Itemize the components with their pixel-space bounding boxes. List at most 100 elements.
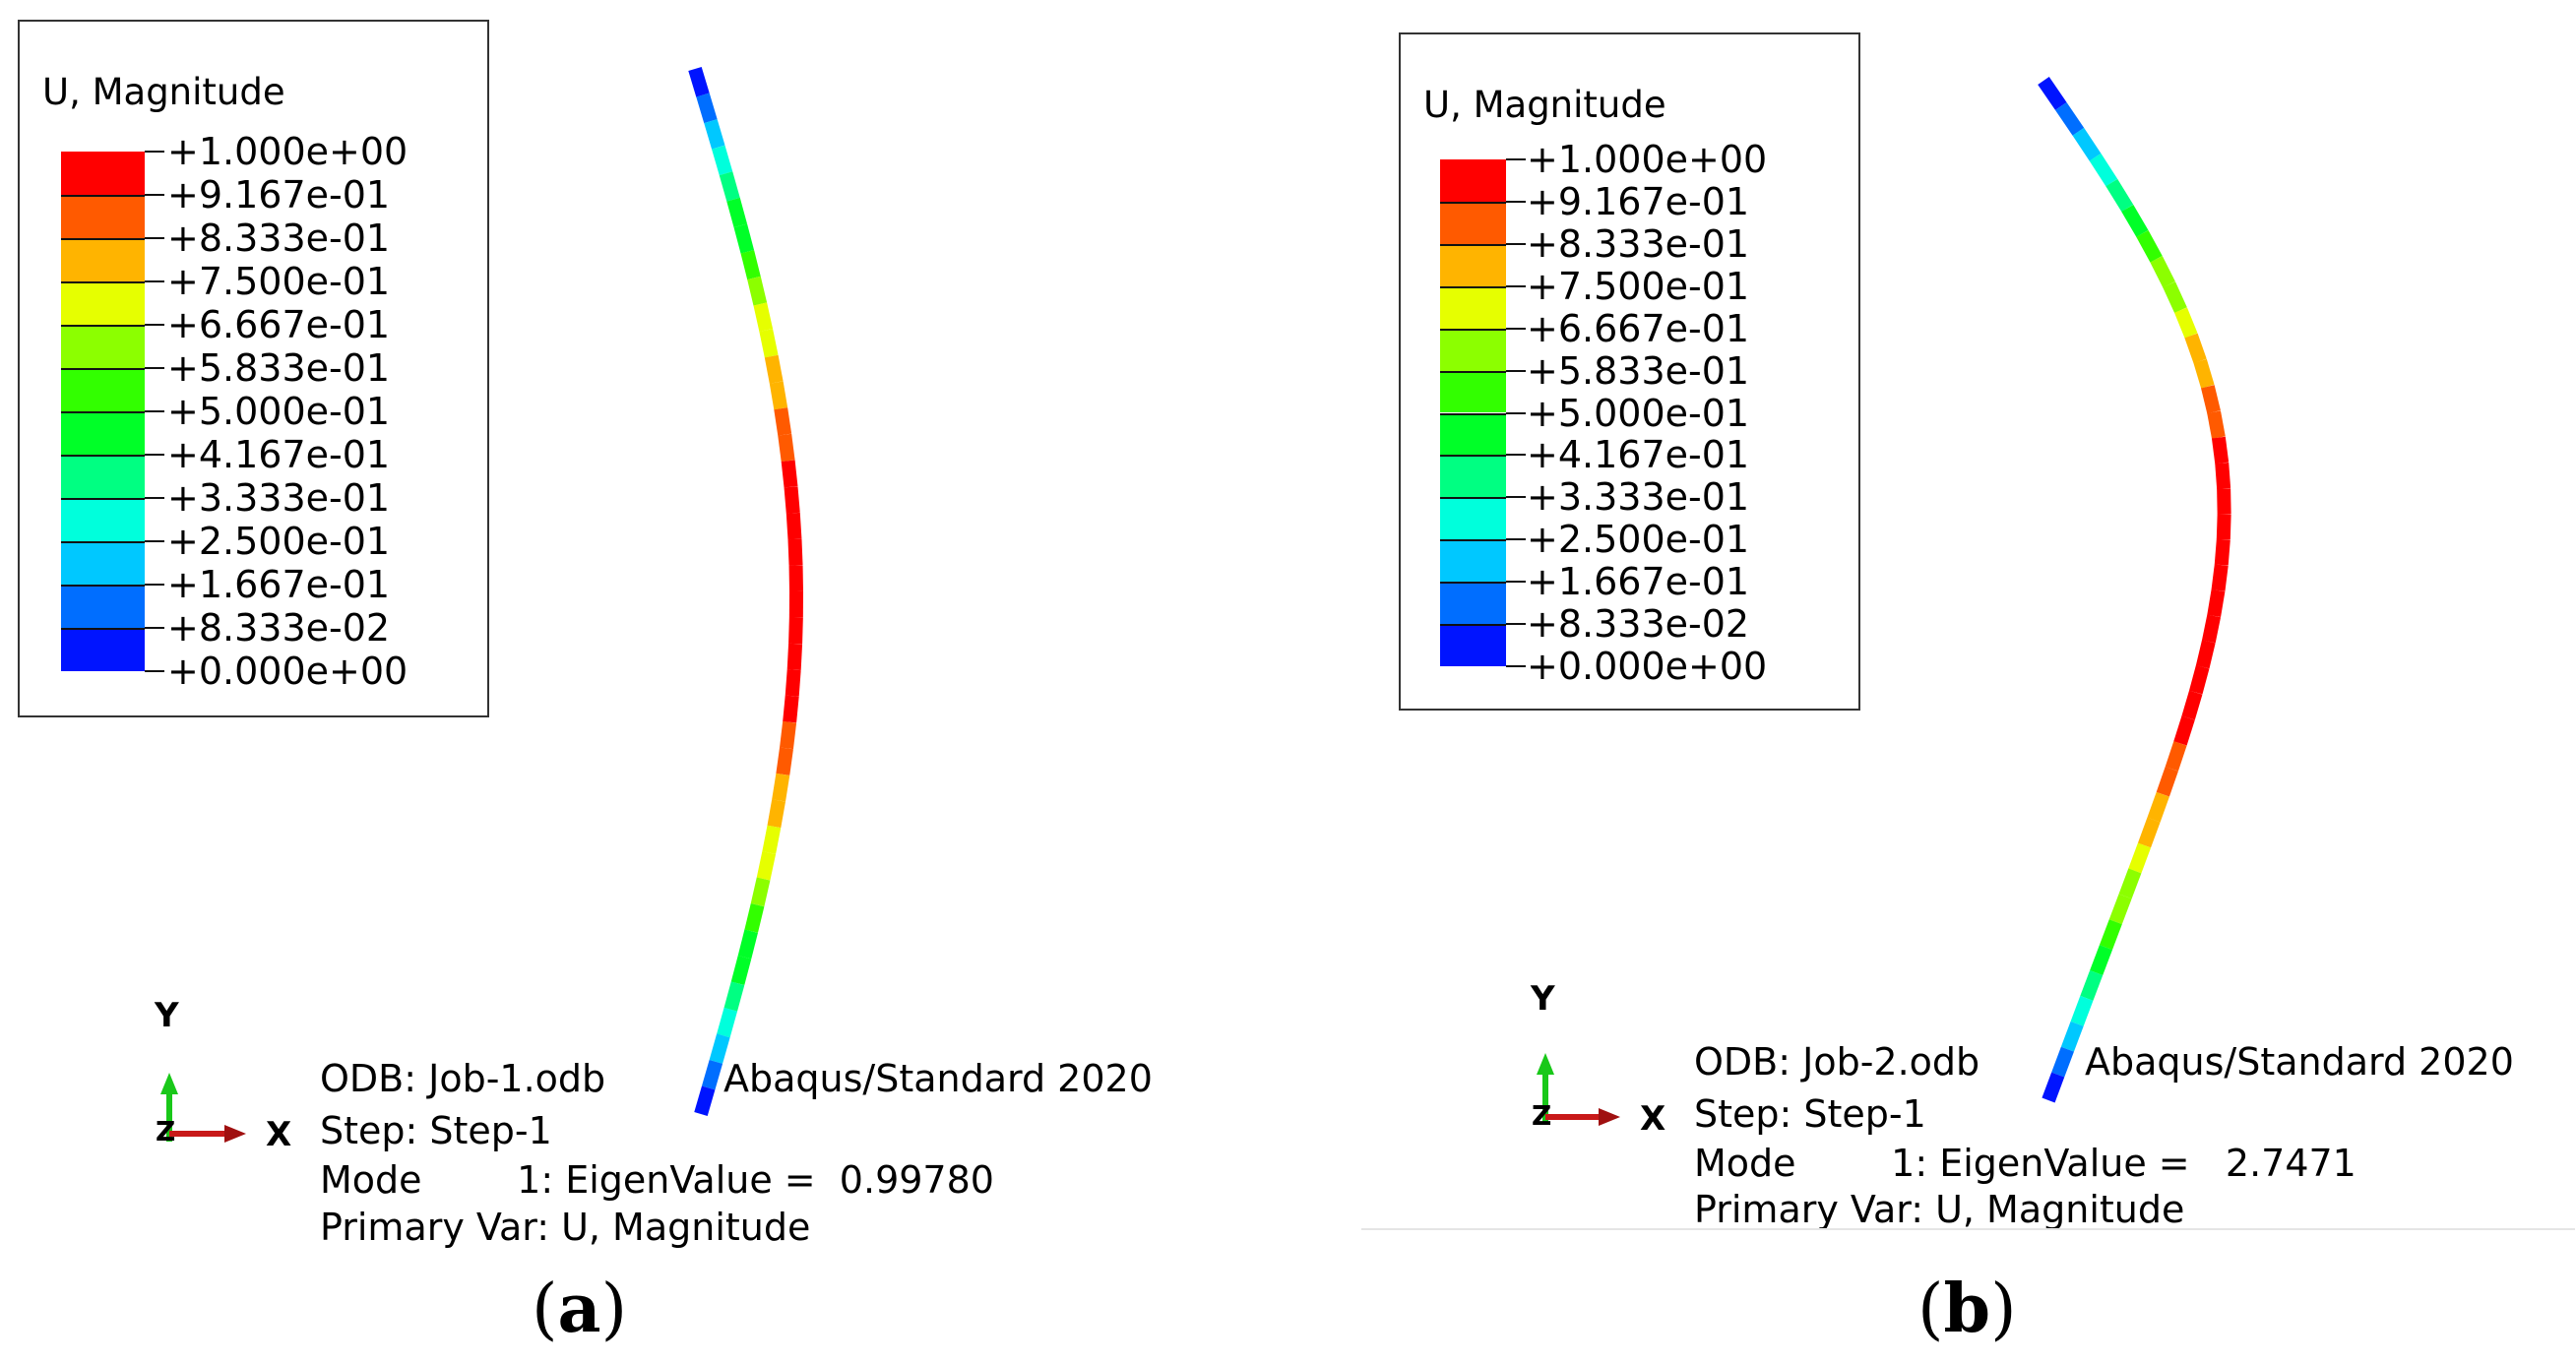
solver-label: Abaqus/Standard 2020 bbox=[2085, 1040, 2514, 1084]
legend-tick-mark bbox=[145, 497, 164, 499]
beam-segment bbox=[785, 669, 801, 697]
y-axis-label: Y bbox=[155, 996, 179, 1035]
beam-segment bbox=[717, 1007, 738, 1038]
legend-color-band bbox=[1440, 412, 1506, 456]
mode-eigenvalue-label: Mode 1: EigenValue = 0.99780 bbox=[320, 1158, 994, 1202]
legend-tick-mark bbox=[145, 584, 164, 586]
solver-label: Abaqus/Standard 2020 bbox=[723, 1057, 1153, 1100]
legend-color-bands bbox=[1440, 159, 1506, 666]
beam-segment bbox=[2137, 817, 2161, 848]
legend-tick-label: +6.667e-01 bbox=[1527, 306, 1750, 350]
legend-tick-label: +5.833e-01 bbox=[1527, 348, 1750, 393]
legend-tick-mark bbox=[1506, 665, 1526, 667]
legend-tick-label: +7.500e-01 bbox=[167, 260, 391, 303]
legend-tick-label: +1.000e+00 bbox=[1527, 138, 1768, 181]
axis-triad bbox=[160, 1073, 246, 1143]
beam-segment bbox=[2128, 842, 2152, 874]
legend-color-band bbox=[1440, 455, 1506, 498]
mode-shape-panel-a: U, Magnitude +1.000e+00 +9.167e-01 +8.333e… bbox=[18, 20, 1153, 1348]
mode-shape-panel-b: U, Magnitude +1.000e+00 +9.167e-01 +8.333e… bbox=[1288, 0, 2575, 1364]
beam-segment bbox=[723, 981, 745, 1012]
beam-segment bbox=[776, 747, 793, 775]
legend-color-band bbox=[61, 368, 145, 411]
legend-title: U, Magnitude bbox=[42, 71, 285, 113]
beam-segment bbox=[2136, 230, 2163, 263]
legend-tick-label: +2.500e-01 bbox=[1527, 518, 1750, 562]
legend-tick-label: +5.000e-01 bbox=[1527, 391, 1750, 435]
axis-triad bbox=[1537, 1053, 1620, 1126]
beam-segment bbox=[2042, 1072, 2065, 1103]
beam-segment bbox=[781, 460, 798, 488]
legend-tick-mark bbox=[145, 410, 164, 412]
legend-tick-mark bbox=[1506, 454, 1526, 457]
beam-segment bbox=[2207, 589, 2226, 618]
deformed-beam bbox=[688, 66, 803, 1116]
legend-tick-mark bbox=[145, 324, 164, 326]
beam-segment bbox=[772, 773, 790, 802]
primary-var-label: Primary Var: U, Magnitude bbox=[1694, 1188, 2185, 1231]
legend-tick-mark bbox=[145, 367, 164, 369]
legend-color-bands bbox=[61, 152, 145, 671]
beam-segment bbox=[784, 486, 800, 514]
legend-tick-label: +0.000e+00 bbox=[1527, 645, 1768, 688]
legend-tick-mark bbox=[145, 280, 164, 282]
beam-segment bbox=[696, 93, 718, 124]
beam-segment bbox=[719, 171, 740, 202]
contour-legend: U, Magnitude +1.000e+00 +9.167e-01 +8.333e… bbox=[1399, 32, 1860, 711]
legend-tick-mark bbox=[1506, 538, 1526, 541]
legend-color-band bbox=[1440, 201, 1506, 244]
panel-caption: (a) bbox=[532, 1270, 628, 1348]
beam-segment bbox=[753, 302, 774, 333]
legend-tick-label: +7.500e-01 bbox=[1527, 264, 1750, 308]
legend-tick-label: +8.333e-02 bbox=[167, 606, 391, 650]
panel-caption: (b) bbox=[1917, 1270, 2017, 1348]
legend-tick-mark bbox=[1506, 496, 1526, 499]
beam-segment bbox=[788, 617, 803, 645]
x-axis-label: X bbox=[266, 1115, 292, 1154]
legend-tick-label: +1.667e-01 bbox=[167, 563, 391, 606]
legend-color-band bbox=[1440, 624, 1506, 666]
beam-segment bbox=[786, 643, 803, 671]
mode-eigenvalue-label: Mode 1: EigenValue = 2.7471 bbox=[1694, 1142, 2356, 1185]
beam-segment bbox=[762, 825, 782, 854]
legend-color-band bbox=[61, 541, 145, 585]
beam-segment bbox=[785, 512, 802, 540]
z-axis-label: Z bbox=[1532, 1099, 1552, 1132]
legend-tick-mark bbox=[145, 454, 164, 456]
legend-color-band bbox=[61, 498, 145, 541]
beam-segment bbox=[2173, 715, 2195, 746]
beam-segment bbox=[2121, 204, 2149, 237]
beam-segment bbox=[764, 354, 784, 384]
beam-segment bbox=[783, 695, 799, 723]
legend-color-band bbox=[1440, 370, 1506, 413]
primary-var-label: Primary Var: U, Magnitude bbox=[320, 1206, 811, 1249]
beam-segment bbox=[2051, 1046, 2074, 1078]
z-axis-label: Z bbox=[156, 1115, 176, 1147]
legend-tick-mark bbox=[145, 540, 164, 542]
legend-color-band bbox=[1440, 243, 1506, 286]
beam-segment bbox=[2099, 919, 2122, 951]
x-axis-label: X bbox=[1640, 1099, 1666, 1139]
beam-segment bbox=[769, 381, 788, 410]
beam-segment bbox=[787, 538, 803, 566]
legend-tick-label: +3.333e-01 bbox=[167, 476, 391, 520]
beam-segment bbox=[2150, 256, 2175, 288]
beam-segment bbox=[2211, 564, 2229, 591]
legend-tick-mark bbox=[1506, 581, 1526, 584]
beam-segment bbox=[712, 145, 733, 176]
beam-segment bbox=[2080, 970, 2104, 1001]
legend-tick-label: +1.667e-01 bbox=[1527, 560, 1750, 604]
beam-segment bbox=[2090, 945, 2113, 975]
legend-tick-mark bbox=[1506, 623, 1526, 626]
beam-segment bbox=[2054, 101, 2085, 136]
legend-tick-mark bbox=[145, 237, 164, 239]
beam-segment bbox=[2181, 690, 2203, 720]
beam-segment bbox=[2147, 791, 2169, 823]
legend-color-band bbox=[1440, 285, 1506, 329]
legend-tick-mark bbox=[145, 194, 164, 196]
beam-segment bbox=[747, 276, 768, 306]
legend-tick-label: +0.000e+00 bbox=[167, 650, 408, 693]
legend-color-band bbox=[61, 195, 145, 238]
beam-segment bbox=[2173, 307, 2198, 339]
beam-segment bbox=[2214, 538, 2230, 566]
